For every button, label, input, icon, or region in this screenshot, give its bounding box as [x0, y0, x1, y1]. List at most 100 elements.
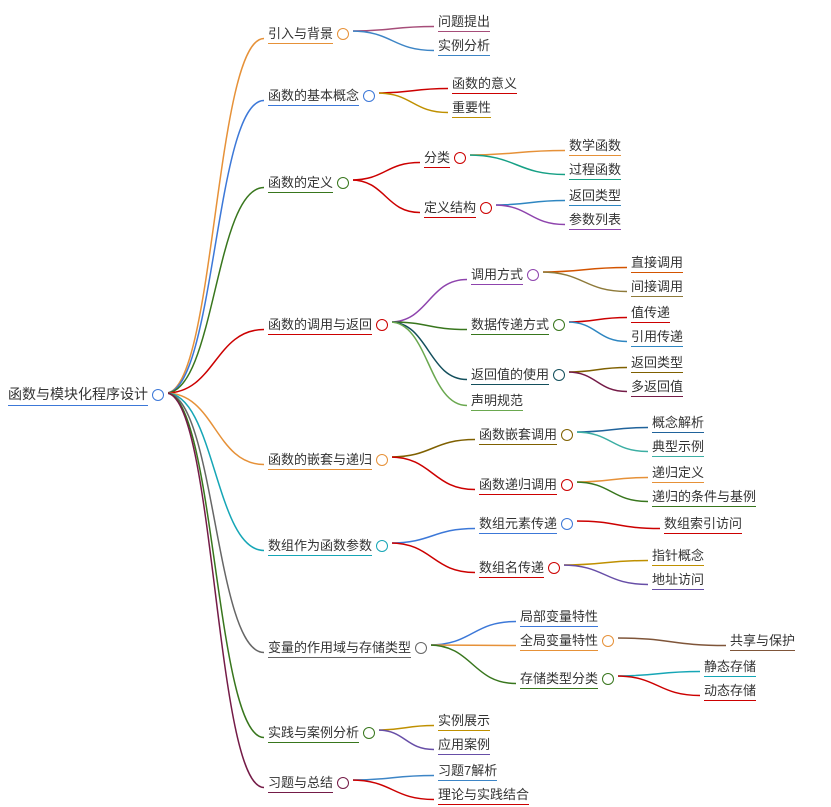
node-label: 返回值的使用	[471, 364, 549, 385]
node[interactable]: 动态存储	[700, 678, 760, 703]
expand-circle-icon[interactable]	[602, 635, 614, 647]
node[interactable]: 习题与总结	[264, 770, 353, 795]
node[interactable]: 地址访问	[648, 567, 708, 592]
root-node[interactable]: 函数与模块化程序设计	[4, 382, 168, 408]
node-label: 数学函数	[569, 135, 621, 156]
node-label: 应用案例	[438, 734, 490, 755]
node[interactable]: 函数的调用与返回	[264, 312, 392, 337]
node[interactable]: 直接调用	[627, 250, 687, 275]
expand-circle-icon[interactable]	[561, 518, 573, 530]
expand-circle-icon[interactable]	[376, 540, 388, 552]
expand-circle-icon[interactable]	[337, 777, 349, 789]
expand-circle-icon[interactable]	[561, 479, 573, 491]
node-label: 变量的作用域与存储类型	[268, 637, 411, 658]
node[interactable]: 数组索引访问	[660, 511, 746, 536]
node[interactable]: 指针概念	[648, 543, 708, 568]
node[interactable]: 递归的条件与基例	[648, 484, 760, 509]
mindmap-container: 函数与模块化程序设计 引入与背景 问题提出实例分析函数的基本概念 函数的意义重要性函数…	[0, 0, 831, 807]
node[interactable]: 重要性	[448, 95, 495, 120]
expand-circle-icon[interactable]	[602, 673, 614, 685]
node[interactable]: 返回类型	[627, 350, 687, 375]
node-label: 数据传递方式	[471, 314, 549, 335]
node-label: 引用传递	[631, 326, 683, 347]
node-label: 存储类型分类	[520, 668, 598, 689]
node[interactable]: 间接调用	[627, 274, 687, 299]
node[interactable]: 概念解析	[648, 410, 708, 435]
node[interactable]: 值传递	[627, 300, 674, 325]
node-label: 数组索引访问	[664, 513, 742, 534]
node[interactable]: 数学函数	[565, 133, 625, 158]
expand-circle-icon[interactable]	[454, 152, 466, 164]
node-label: 引入与背景	[268, 23, 333, 44]
expand-circle-icon[interactable]	[415, 642, 427, 654]
node-label: 实践与案例分析	[268, 722, 359, 743]
expand-circle-icon[interactable]	[337, 177, 349, 189]
node[interactable]: 多返回值	[627, 374, 687, 399]
node-label: 重要性	[452, 97, 491, 118]
node[interactable]: 过程函数	[565, 157, 625, 182]
expand-circle-icon[interactable]	[363, 727, 375, 739]
node-label: 函数的嵌套与递归	[268, 449, 372, 470]
node[interactable]: 返回类型	[565, 183, 625, 208]
node[interactable]: 数据传递方式	[467, 312, 569, 337]
node[interactable]: 函数的嵌套与递归	[264, 447, 392, 472]
node[interactable]: 数组名传递	[475, 555, 564, 580]
node-label: 函数与模块化程序设计	[8, 384, 148, 406]
node-label: 局部变量特性	[520, 606, 598, 627]
node[interactable]: 参数列表	[565, 207, 625, 232]
expand-circle-icon[interactable]	[553, 369, 565, 381]
node[interactable]: 实例分析	[434, 33, 494, 58]
node[interactable]: 递归定义	[648, 460, 708, 485]
expand-circle-icon[interactable]	[561, 429, 573, 441]
node[interactable]: 声明规范	[467, 388, 527, 413]
node[interactable]: 习题7解析	[434, 758, 501, 783]
node[interactable]: 返回值的使用	[467, 362, 569, 387]
node-label: 地址访问	[652, 569, 704, 590]
node[interactable]: 全局变量特性	[516, 628, 618, 653]
node[interactable]: 实例展示	[434, 708, 494, 733]
node-label: 习题7解析	[438, 760, 497, 781]
node[interactable]: 问题提出	[434, 9, 494, 34]
expand-circle-icon[interactable]	[363, 90, 375, 102]
node[interactable]: 应用案例	[434, 732, 494, 757]
node[interactable]: 函数嵌套调用	[475, 422, 577, 447]
node-label: 习题与总结	[268, 772, 333, 793]
expand-circle-icon[interactable]	[527, 269, 539, 281]
node[interactable]: 存储类型分类	[516, 666, 618, 691]
node-label: 返回类型	[569, 185, 621, 206]
node-label: 问题提出	[438, 11, 490, 32]
node-label: 多返回值	[631, 376, 683, 397]
expand-circle-icon[interactable]	[548, 562, 560, 574]
node[interactable]: 分类	[420, 145, 470, 170]
node-label: 典型示例	[652, 436, 704, 457]
node[interactable]: 函数的意义	[448, 71, 521, 96]
node[interactable]: 调用方式	[467, 262, 543, 287]
expand-circle-icon[interactable]	[376, 454, 388, 466]
node[interactable]: 数组作为函数参数	[264, 533, 392, 558]
node-label: 调用方式	[471, 264, 523, 285]
node[interactable]: 变量的作用域与存储类型	[264, 635, 431, 660]
node[interactable]: 共享与保护	[726, 628, 799, 653]
node[interactable]: 定义结构	[420, 195, 496, 220]
node[interactable]: 函数递归调用	[475, 472, 577, 497]
expand-circle-icon[interactable]	[152, 389, 164, 401]
node[interactable]: 局部变量特性	[516, 604, 602, 629]
node-label: 实例分析	[438, 35, 490, 56]
node[interactable]: 理论与实践结合	[434, 782, 533, 807]
expand-circle-icon[interactable]	[480, 202, 492, 214]
node-label: 全局变量特性	[520, 630, 598, 651]
expand-circle-icon[interactable]	[337, 28, 349, 40]
node-label: 实例展示	[438, 710, 490, 731]
node-label: 递归的条件与基例	[652, 486, 756, 507]
node[interactable]: 引入与背景	[264, 21, 353, 46]
expand-circle-icon[interactable]	[553, 319, 565, 331]
node[interactable]: 实践与案例分析	[264, 720, 379, 745]
node[interactable]: 函数的基本概念	[264, 83, 379, 108]
node[interactable]: 数组元素传递	[475, 511, 577, 536]
node[interactable]: 静态存储	[700, 654, 760, 679]
node[interactable]: 引用传递	[627, 324, 687, 349]
node-label: 值传递	[631, 302, 670, 323]
node[interactable]: 典型示例	[648, 434, 708, 459]
expand-circle-icon[interactable]	[376, 319, 388, 331]
node[interactable]: 函数的定义	[264, 170, 353, 195]
